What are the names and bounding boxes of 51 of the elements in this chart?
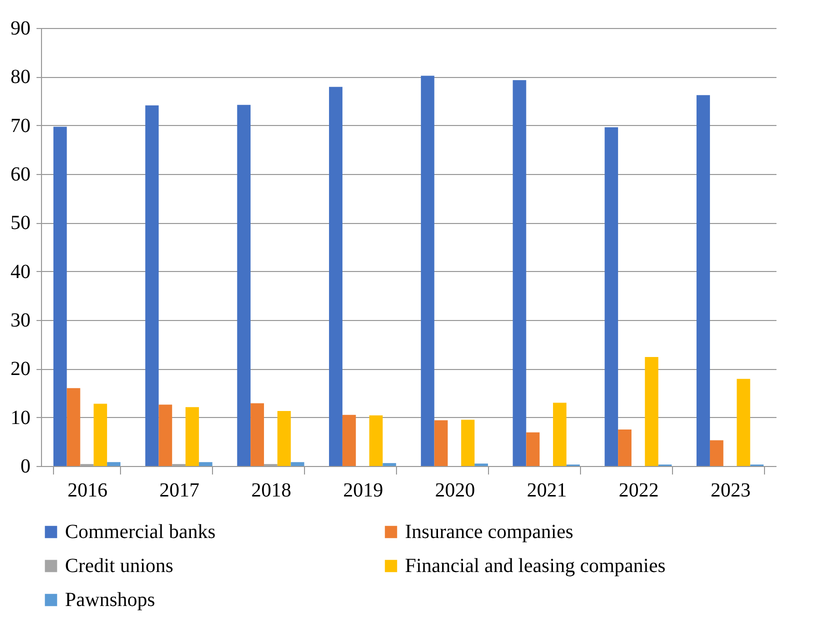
y-tick-label: 90 (10, 18, 30, 40)
bar (158, 404, 172, 466)
y-tick-label: 10 (10, 406, 30, 429)
bar (237, 104, 251, 466)
x-tick-label: 2020 (434, 480, 475, 502)
bar (66, 388, 80, 466)
legend-label: Pawnshops (65, 589, 156, 611)
y-tick-label: 80 (10, 66, 30, 88)
y-tick-label: 50 (10, 212, 30, 234)
bar (553, 402, 566, 466)
bar (186, 407, 199, 466)
bar (696, 95, 710, 466)
y-tick-label: 70 (10, 114, 30, 137)
bar (369, 415, 383, 466)
y-tick-label: 40 (10, 260, 30, 283)
bar (710, 440, 724, 466)
bar (290, 462, 304, 466)
bar (250, 403, 264, 466)
bar (526, 432, 540, 466)
bar (461, 420, 475, 466)
legend-label: Commercial banks (65, 521, 216, 543)
bar (618, 430, 632, 466)
y-tick-label: 20 (10, 358, 30, 380)
bar (277, 411, 291, 466)
x-tick-label: 2021 (526, 480, 567, 502)
legend-label: Financial and leasing companies (405, 555, 666, 577)
bar (198, 462, 212, 466)
x-tick-label: 2018 (251, 480, 292, 502)
bar (107, 462, 120, 466)
x-tick-label: 2016 (67, 480, 108, 502)
y-tick-label: 60 (10, 164, 30, 186)
y-tick-label: 30 (10, 310, 30, 332)
bar (94, 404, 108, 466)
bar (145, 105, 159, 466)
x-tick-label: 2022 (618, 480, 659, 502)
bar (329, 86, 342, 466)
bar (53, 126, 67, 466)
bar (434, 420, 448, 466)
x-tick-label: 2023 (710, 480, 751, 502)
y-tick-label: 0 (20, 456, 30, 478)
legend-label: Credit unions (65, 555, 174, 577)
x-tick-label: 2019 (343, 480, 384, 502)
bar (382, 463, 396, 466)
bar (342, 414, 356, 466)
legend-label: Insurance companies (405, 521, 574, 543)
bar (512, 80, 526, 466)
bar (604, 127, 618, 466)
x-tick-label: 2017 (159, 480, 200, 502)
bar (644, 356, 658, 466)
bar (736, 378, 750, 466)
bar (420, 76, 434, 466)
